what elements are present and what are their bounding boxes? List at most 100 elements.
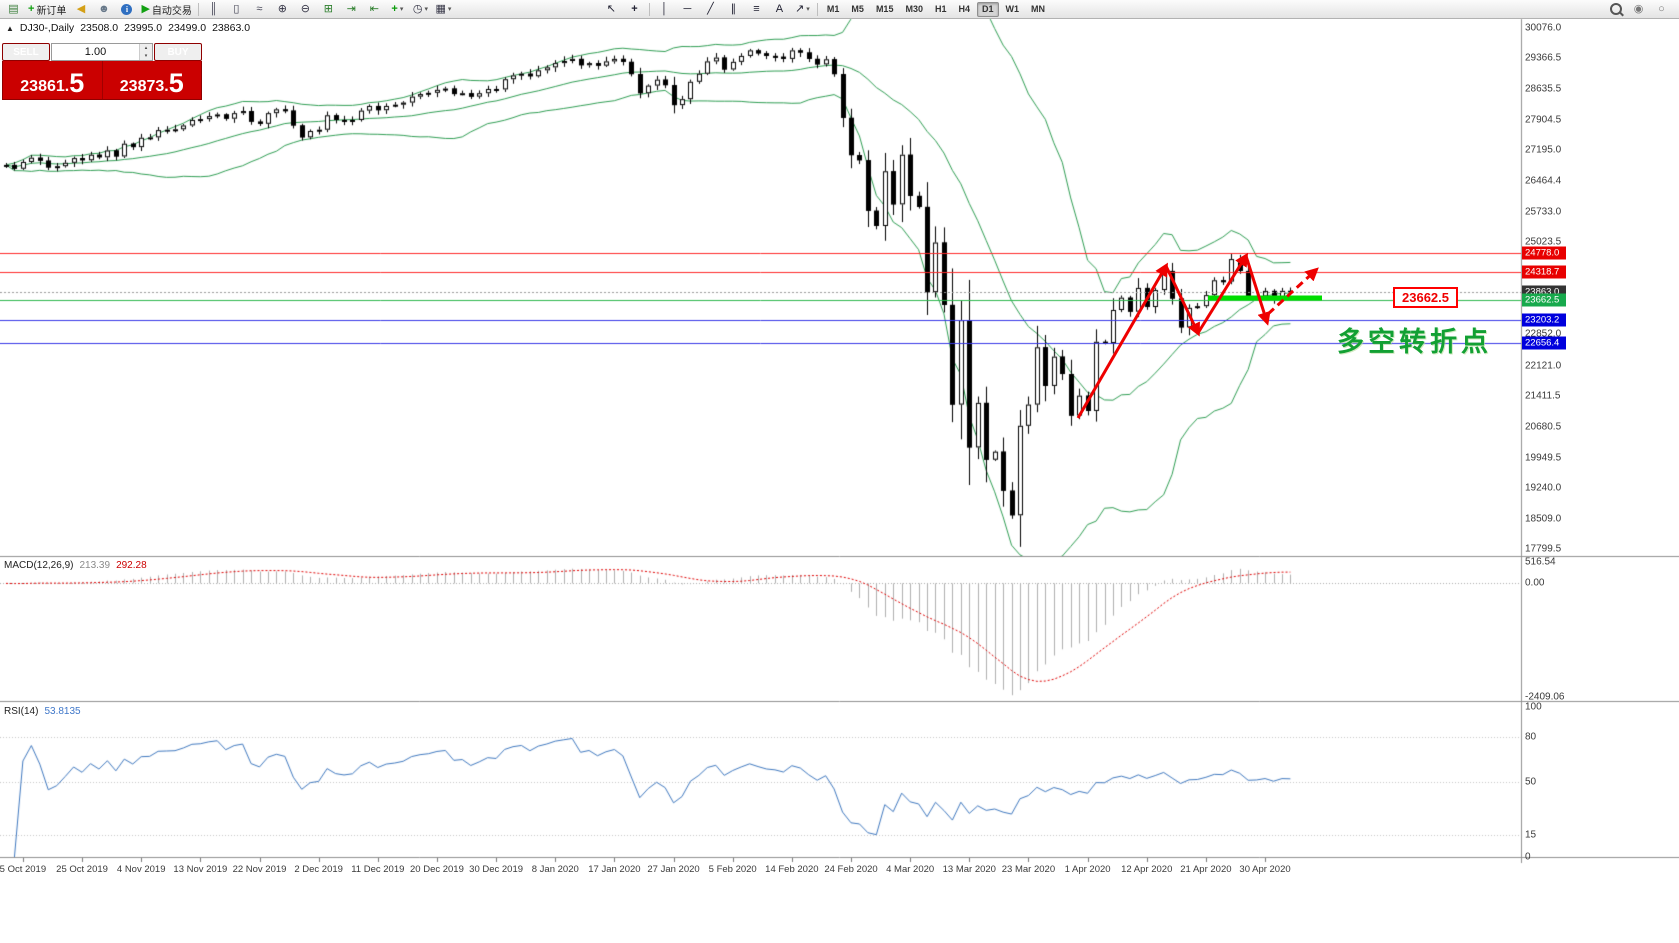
timeframe-h4[interactable]: H4 [958,3,970,14]
data-window-button[interactable]: i [115,0,138,19]
navigator-button[interactable]: ☻ [92,0,115,19]
timeframe-m5[interactable]: M5 [851,3,864,14]
timeframe-mn[interactable]: MN [1031,3,1046,14]
hline-icon: ─ [683,2,692,15]
shift-icon: ⇤ [369,2,380,15]
crosshair-icon: + [631,2,638,15]
person-icon: ☻ [98,2,110,15]
tile-windows-button[interactable]: ⊞ [317,0,340,19]
text-button[interactable]: A [768,0,791,19]
circle-icon: ○ [1658,2,1665,15]
bars-icon: ║ [209,2,218,15]
play-icon: ▶ [141,2,150,15]
community-button[interactable]: ◉ [1627,0,1650,19]
trendline-icon: ╱ [707,2,714,15]
one-click-trading-widget: SELL ▴ ▾ BUY 23861.5 23873.5 [2,43,202,100]
cursor-button[interactable]: ↖ [600,0,623,19]
templates-button[interactable]: ▦ ▾ [432,0,455,19]
macd-signal-value: 292.28 [116,560,147,571]
toolbar-separator [197,2,199,16]
ask-price: 23873. [119,78,169,95]
chevron-down-icon: ▾ [399,6,404,13]
timeframe-m15[interactable]: M15 [875,3,894,14]
candle-chart-button[interactable]: ▯ [225,0,248,19]
channel-button[interactable]: ∥ [722,0,745,19]
timeframe-w1[interactable]: W1 [1005,3,1020,14]
ohlc-open: 23508.0 [80,22,119,34]
chevron-down-icon: ▾ [806,6,810,13]
zoom-in-icon: ⊕ [277,2,288,15]
line-chart-button[interactable]: ≈ [248,0,271,19]
rsi-value: 53.8135 [44,706,81,717]
buy-price-button[interactable]: 23873. 5 [101,61,202,99]
auto-scroll-button[interactable]: ⇥ [340,0,363,19]
timeframe-m1[interactable]: M1 [826,3,840,14]
trendline-button[interactable]: ╱ [699,0,722,19]
buy-button[interactable]: BUY [154,43,202,61]
chevron-down-icon: ▾ [424,6,428,13]
zoom-out-icon: ⊖ [300,2,311,15]
turning-point-annotation[interactable]: 多空转折点 [1337,327,1492,357]
one-click-trading-toggle-icon[interactable]: ▲ [6,23,14,33]
channel-icon: ∥ [730,2,737,15]
ohlc-low: 23499.0 [168,22,207,34]
timeframe-h1[interactable]: H1 [934,3,947,14]
vertical-line-button[interactable]: │ [653,0,676,19]
horizontal-line-button[interactable]: ─ [676,0,699,19]
timeframe-d1[interactable]: D1 [977,1,999,17]
autotrading-button-label: 自动交易 [151,5,192,17]
clock-icon: ◷ [412,2,423,15]
candles-icon: ▯ [233,2,240,15]
new-order-button[interactable]: + 新订单 [25,0,69,19]
zoom-in-button[interactable]: ⊕ [271,0,294,19]
magnifier-icon [1609,3,1622,15]
toolbar-separator [648,2,650,16]
fibonacci-button[interactable]: ≡ [745,0,768,19]
help-button[interactable]: ○ [1650,0,1673,19]
circle-dot-icon: ◉ [1633,2,1644,15]
crosshair-button[interactable]: + [623,0,646,19]
autotrading-button[interactable]: ▶ 自动交易 [138,0,194,19]
sell-button[interactable]: SELL [2,43,50,61]
arrows-button[interactable]: ↗ ▾ [791,0,814,19]
bid-price-big-digit: 5 [69,68,85,99]
bar-chart-button[interactable]: ║ [202,0,225,19]
indicator-plus-icon: + [391,2,398,15]
volume-box: ▴ ▾ [51,43,153,61]
volume-input[interactable] [52,44,139,60]
toolbar: ▤ + 新订单 ◀ ☻ i ▶ 自动交易 ║ ▯ ≈ ⊕ ⊖ ⊞ ⇥ ⇤ + ▾ ◷ ▾ ▦ ▾ ↖ + │ ─ ╱ ∥ ≡ A ↗ ▾ M1 M… [0,0,1679,19]
template-icon: ▦ [435,2,446,15]
chart-title: ▲ DJ30-,Daily 23508.0 23995.0 23499.0 23… [6,22,250,34]
new-order-button-label: 新订单 [36,5,67,17]
indicators-button[interactable]: + ▾ [386,0,409,19]
volume-up-button[interactable]: ▴ [140,44,152,52]
rsi-indicator-label: RSI(14) 53.8135 [4,706,81,717]
market-watch-button[interactable]: ◀ [69,0,92,19]
chevron-down-icon: ▾ [447,6,452,13]
bid-price: 23861. [20,78,70,95]
line-icon: ≈ [256,2,263,15]
new-chart-button[interactable]: ▤ [2,0,25,19]
macd-name: MACD(12,26,9) [4,560,74,571]
sell-price-button[interactable]: 23861. 5 [3,61,102,99]
ohlc-close: 23863.0 [212,22,251,34]
macd-indicator-label: MACD(12,26,9) 213.39 292.28 [4,560,147,571]
chart-plus-icon: ▤ [8,2,19,15]
periods-button[interactable]: ◷ ▾ [409,0,432,19]
ask-price-big-digit: 5 [168,68,184,99]
search-button[interactable] [1604,0,1627,19]
ohlc-high: 23995.0 [124,22,163,34]
cursor-icon: ↖ [606,2,617,15]
symbol-period-label: DJ30-,Daily [19,22,75,34]
info-icon: i [121,3,133,15]
volume-down-button[interactable]: ▾ [140,52,152,60]
arrow-ne-icon: ↗ [795,2,805,15]
macd-main-value: 213.39 [79,560,111,571]
zoom-out-button[interactable]: ⊖ [294,0,317,19]
scroll-end-icon: ⇥ [346,2,357,15]
support-price-label[interactable]: 23662.5 [1393,287,1458,308]
chart-shift-button[interactable]: ⇤ [363,0,386,19]
timeframe-m30[interactable]: M30 [905,3,923,14]
trumpet-icon: ◀ [76,2,86,15]
